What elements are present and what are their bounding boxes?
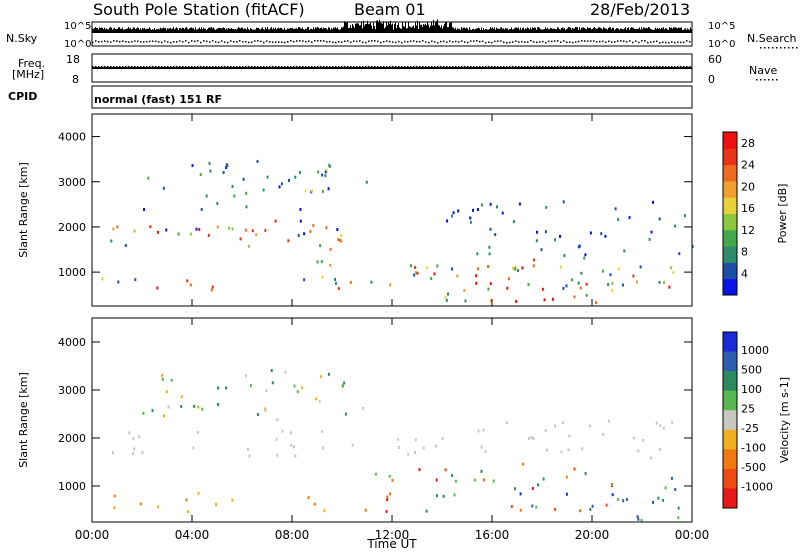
colorbar-tick: 25	[741, 402, 755, 415]
colorbar-swatch	[723, 246, 737, 263]
nsearch-tick-low: 10^0	[708, 39, 736, 50]
colorbar-swatch	[723, 410, 737, 431]
colorbar-tick: 4	[741, 267, 748, 280]
nsearch-series	[92, 40, 691, 44]
xtick-label: 00:00	[675, 528, 710, 542]
colorbar-swatch	[723, 148, 737, 166]
xtick-label: 08:00	[275, 528, 310, 542]
colorbar-tick: 24	[741, 159, 755, 172]
xtick-label: 00:00	[75, 528, 110, 542]
ytick-label: 2000	[58, 221, 86, 234]
colorbar-swatch	[723, 332, 737, 353]
colorbar-swatch	[723, 278, 737, 296]
ytick-label: 1000	[58, 266, 86, 279]
velocity-panel: 1000 2000 3000 4000 00:00 04:00 08:00 12:00 16:0…	[17, 317, 791, 542]
colorbar-tick: 20	[741, 180, 755, 193]
velocity-colorbar: 1000 500 100 25 -25 -100 -500 -1000 Velocity [m …	[722, 331, 791, 509]
colorbar-swatch	[723, 197, 737, 214]
nave-tick-low: 0	[708, 73, 715, 86]
colorbar-swatch	[723, 488, 737, 509]
power-colorbar: 4 8 12 16 20 24 28 Power [dB]	[722, 131, 789, 296]
colorbar-tick: 100	[741, 383, 762, 396]
nsky-tick-high: 10^5	[64, 21, 92, 32]
colorbar-label: Velocity [m s-1]	[778, 377, 791, 463]
ytick-label: 3000	[58, 176, 86, 189]
colorbar-tick: -500	[741, 461, 766, 474]
xtick-label: 16:00	[475, 528, 510, 542]
colorbar-tick: 500	[741, 363, 762, 376]
colorbar-swatch	[723, 180, 737, 198]
colorbar-tick: 28	[741, 137, 755, 150]
xtick-label: 12:00	[375, 528, 410, 542]
ylabel: Slant Range [km]	[17, 162, 30, 258]
colorbar-swatch	[723, 390, 737, 411]
xlabel: Time UT	[366, 537, 417, 551]
velocity-frame	[91, 317, 693, 523]
beam-label: Beam 01	[354, 0, 426, 19]
power-cells	[101, 159, 694, 305]
nsky-tick-low: 10^0	[64, 39, 92, 50]
nsearch-label: N.Search	[747, 32, 797, 45]
freq-label: Freq.	[18, 57, 46, 70]
ytick-label: 1000	[58, 480, 86, 493]
colorbar-swatch	[723, 213, 737, 231]
freq-tick-high: 18	[66, 53, 80, 66]
velocity-cells	[112, 369, 680, 522]
nsky-series	[92, 19, 692, 32]
colorbar-swatch	[723, 429, 737, 450]
colorbar-swatch	[723, 132, 737, 149]
xtick-label: 20:00	[575, 528, 610, 542]
colorbar-swatch	[723, 229, 737, 247]
colorbar-tick: 1000	[741, 344, 769, 357]
colorbar-tick: -1000	[741, 481, 773, 494]
colorbar-tick: 16	[741, 202, 755, 215]
colorbar-frame	[722, 331, 738, 509]
nsky-label: N.Sky	[6, 32, 38, 45]
colorbar-swatch	[723, 262, 737, 280]
colorbar-tick: -25	[741, 422, 759, 435]
freq-tick-low: 8	[72, 73, 79, 86]
colorbar-swatch	[723, 371, 737, 392]
colorbar-tick: -100	[741, 442, 766, 455]
ylabel: Slant Range [km]	[17, 372, 30, 468]
ytick-label: 2000	[58, 432, 86, 445]
cpid-text: normal (fast) 151 RF	[94, 93, 222, 106]
nave-tick-high: 60	[708, 53, 722, 66]
nsky-panel-frame	[91, 21, 693, 47]
station-title: South Pole Station (fitACF)	[93, 0, 305, 19]
colorbar-tick: 12	[741, 224, 755, 237]
colorbar-swatch	[723, 351, 737, 372]
cpid-panel-frame	[91, 85, 693, 109]
nave-label: Nave	[749, 64, 778, 77]
cpid-label: CPID	[8, 90, 38, 103]
ytick-label: 4000	[58, 336, 86, 349]
ytick-label: 4000	[58, 131, 86, 144]
xtick-label: 04:00	[175, 528, 210, 542]
ytick-label: 3000	[58, 384, 86, 397]
nsearch-tick-high: 10^5	[708, 21, 736, 32]
freq-unit: [MHz]	[12, 68, 45, 81]
colorbar-swatch	[723, 449, 737, 470]
power-panel: 1000 2000 3000 4000 Slant Range [km] 4 8 12 16 20…	[17, 113, 789, 307]
colorbar-swatch	[723, 468, 737, 489]
colorbar-tick: 8	[741, 246, 748, 259]
power-frame	[91, 113, 693, 307]
colorbar-swatch	[723, 164, 737, 182]
date-label: 28/Feb/2013	[590, 0, 691, 19]
colorbar-label: Power [dB]	[776, 184, 789, 244]
colorbar-frame	[722, 131, 738, 296]
